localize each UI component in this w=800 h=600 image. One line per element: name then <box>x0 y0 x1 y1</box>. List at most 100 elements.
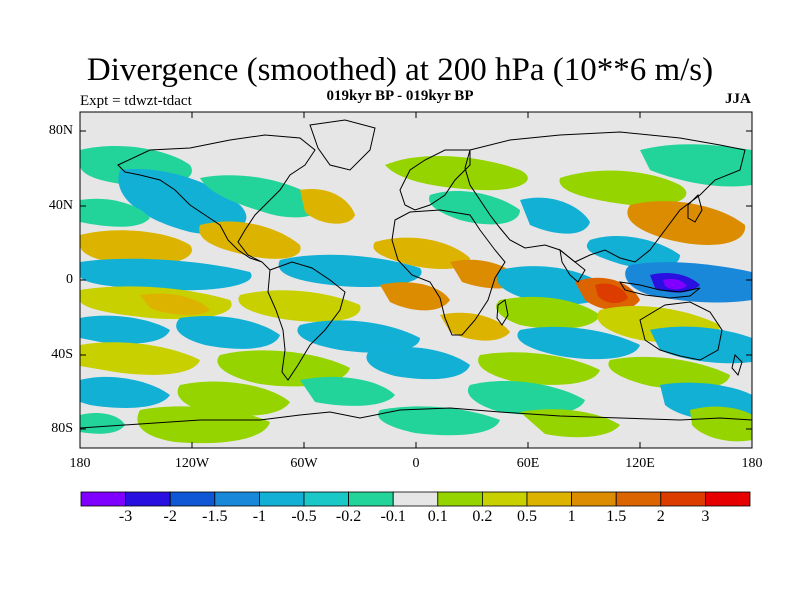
colorbar-box <box>348 491 394 507</box>
colorbar-level-label: -0.1 <box>380 508 406 525</box>
colorbar-box <box>526 491 572 507</box>
figure-subtitle: 019kyr BP - 019kyr BP <box>326 88 474 104</box>
colorbar-box <box>125 491 171 507</box>
colorbar-level-label: -1.5 <box>202 508 228 525</box>
field-blob <box>300 376 395 406</box>
colorbar-box <box>615 491 662 507</box>
colorbar-box <box>80 491 126 507</box>
field-blob <box>80 230 192 266</box>
colorbar-box <box>214 491 260 507</box>
coastline-indonesia <box>619 281 701 299</box>
coastline-japan <box>687 194 703 223</box>
lon-label: 120W <box>174 456 210 471</box>
field-blob <box>467 380 585 415</box>
lon-label: 180 <box>741 456 763 471</box>
field-blob <box>300 189 355 224</box>
lon-label: 120E <box>625 456 655 471</box>
field-blob <box>385 155 528 191</box>
colorbar-level-label: 0.1 <box>427 508 448 525</box>
field-blob <box>80 413 125 434</box>
field-blob <box>429 190 520 225</box>
field-blob <box>520 409 620 438</box>
field-blob <box>80 258 252 291</box>
colorbar-level-label: -3 <box>118 508 133 525</box>
lat-label: 40S <box>51 347 73 362</box>
field-blob <box>118 169 247 235</box>
colorbar-level-label: 2 <box>656 508 665 525</box>
lon-label: 60W <box>290 456 318 471</box>
season-label: JJA <box>725 91 751 107</box>
field-blob <box>80 315 170 344</box>
colorbar-box <box>571 491 617 507</box>
coastline-north-america <box>117 134 316 271</box>
lat-label: 80N <box>48 123 73 138</box>
coastline-antarctica <box>80 407 752 429</box>
field-blob <box>176 315 280 349</box>
colorbar-box <box>705 491 751 507</box>
colorbar-level-label: -0.5 <box>291 508 317 525</box>
field-blob <box>608 356 730 390</box>
coastline-india <box>559 248 586 283</box>
coastline-europe <box>399 149 471 211</box>
field-blob <box>366 346 470 380</box>
colorbar-level-label: -0.2 <box>335 508 362 525</box>
lon-label: 0 <box>412 456 420 471</box>
field-blob <box>663 278 687 290</box>
field-blob <box>80 198 150 227</box>
field-blob <box>238 290 361 322</box>
field-blob <box>520 197 590 234</box>
divergence-field <box>80 144 752 444</box>
field-blob <box>80 342 200 375</box>
coastline-madagascar <box>496 299 509 326</box>
coastline-africa <box>391 209 506 336</box>
field-blob <box>496 296 600 329</box>
colorbar-box <box>303 491 349 507</box>
field-blob <box>517 326 640 360</box>
field-blob <box>690 406 752 442</box>
lat-label: 40N <box>48 198 73 213</box>
colorbar-level-label: -1 <box>252 508 267 525</box>
coastline-greenland <box>309 119 376 171</box>
field-blob <box>137 406 270 444</box>
figure-title: Divergence (smoothed) at 200 hPa (10**6 … <box>86 52 714 88</box>
colorbar-box <box>258 491 305 507</box>
axis-ticks <box>80 112 752 448</box>
colorbar-level-label: 0.5 <box>517 508 537 525</box>
field-blob <box>380 282 450 311</box>
colorbar <box>80 491 751 507</box>
colorbar-box <box>169 491 216 507</box>
field-blob <box>373 237 470 270</box>
lat-label: 0 <box>66 272 73 287</box>
field-blob <box>200 175 322 218</box>
lon-label: 180 <box>69 456 91 471</box>
field-blob <box>199 221 301 259</box>
field-blob <box>650 326 752 364</box>
field-blob <box>177 381 290 416</box>
lon-label: 60E <box>516 456 540 471</box>
field-blob <box>440 312 510 341</box>
coastline-new-zealand <box>731 354 743 377</box>
experiment-label: Expt = tdwzt-tdact <box>80 93 192 109</box>
colorbar-level-label: 3 <box>701 508 710 525</box>
field-blob <box>627 201 746 245</box>
colorbar-box <box>437 491 483 507</box>
field-blob <box>278 254 422 288</box>
coastlines <box>80 119 752 429</box>
colorbar-level-label: 1 <box>567 508 576 525</box>
field-blob <box>378 406 500 436</box>
field-blob <box>140 293 210 316</box>
coastline-australia <box>639 301 723 361</box>
colorbar-box <box>481 491 528 507</box>
field-blob <box>80 376 170 408</box>
field-blob <box>586 235 680 269</box>
field-blob <box>297 320 420 353</box>
lat-label: 80S <box>51 421 73 436</box>
colorbar-level-label: 0.2 <box>472 508 493 525</box>
field-blob <box>217 350 350 387</box>
field-blob <box>595 283 628 304</box>
coastline-south-america <box>267 261 346 381</box>
colorbar-level-label: 1.5 <box>606 508 627 525</box>
field-blob <box>478 352 600 385</box>
colorbar-box <box>660 491 706 507</box>
